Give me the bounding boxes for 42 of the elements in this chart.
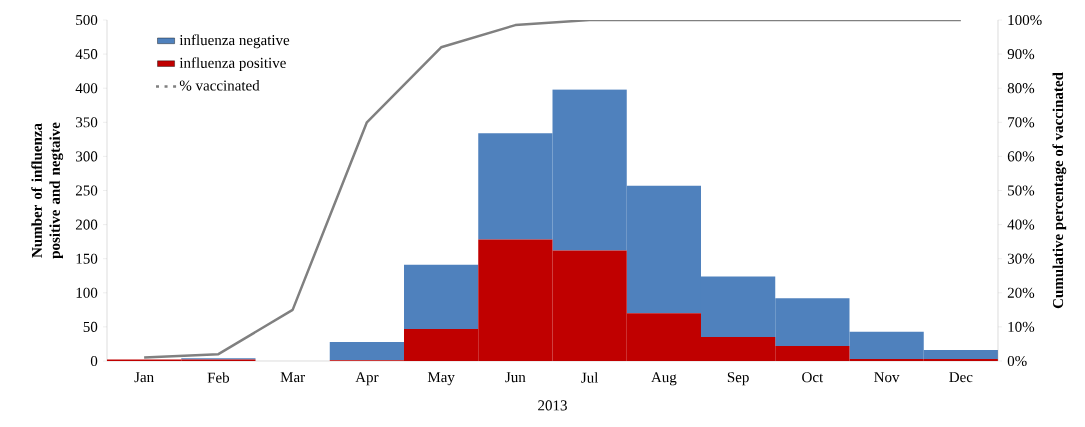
y-tick-label: 200 xyxy=(75,219,98,230)
y2-tick-label: 70% xyxy=(1008,117,1035,128)
y2-tick-label: 20% xyxy=(1007,287,1035,298)
x-tick-label: Aug xyxy=(651,372,677,386)
y-tick-label: 350 xyxy=(76,117,98,128)
x-tick-label: Sep xyxy=(727,372,749,386)
y-tick-label: 50 xyxy=(83,321,98,332)
x-tick-label: May xyxy=(427,372,455,386)
y-tick-label: 400 xyxy=(75,83,98,94)
x-tick-label: Mar xyxy=(280,372,305,383)
y2-tick-label: 50% xyxy=(1008,185,1035,196)
x-tick-label: Jul xyxy=(581,372,599,383)
y2-tick-label: 0% xyxy=(1007,355,1027,367)
y-tick-label: 150 xyxy=(76,253,98,264)
y2-tick-label: 100% xyxy=(1008,14,1042,26)
legend-label: % vaccinated xyxy=(179,80,260,91)
bar xyxy=(329,341,404,361)
bar xyxy=(404,264,479,329)
y2-tick-label: 10% xyxy=(1008,321,1035,332)
y2-tick-label: 60% xyxy=(1007,151,1035,162)
y-tick-label: 500 xyxy=(76,14,98,26)
x-tick-label: Dec xyxy=(949,372,973,383)
y2-axis-title: Cumulative percentage of vaccinated xyxy=(1052,72,1067,309)
x-tick-label: Nov xyxy=(874,372,900,383)
legend-label: influenza positive xyxy=(179,57,286,71)
y2-tick-label: 30% xyxy=(1007,253,1035,264)
x-tick-label: Jun xyxy=(505,372,526,383)
y2-tick-label: 40% xyxy=(1007,219,1035,230)
y-tick-label: 0 xyxy=(90,355,98,367)
legend-label: influenza negative xyxy=(179,34,290,49)
x-tick-label: Apr xyxy=(355,372,379,386)
y2-tick-label: 80% xyxy=(1007,83,1035,94)
y-tick-label: 450 xyxy=(75,49,98,60)
x-axis-title: 2013 xyxy=(538,400,567,411)
y-tick-label: 250 xyxy=(75,185,98,196)
x-tick-label: Oct xyxy=(802,372,824,383)
x-tick-label: Jan xyxy=(134,372,154,383)
y-tick-label: 100 xyxy=(76,287,98,298)
y-tick-label: 300 xyxy=(76,151,98,162)
y2-tick-label: 90% xyxy=(1007,49,1035,60)
y-axis-title: Number of influenza positive and negtaive xyxy=(31,122,64,259)
x-tick-label: Feb xyxy=(207,372,230,383)
